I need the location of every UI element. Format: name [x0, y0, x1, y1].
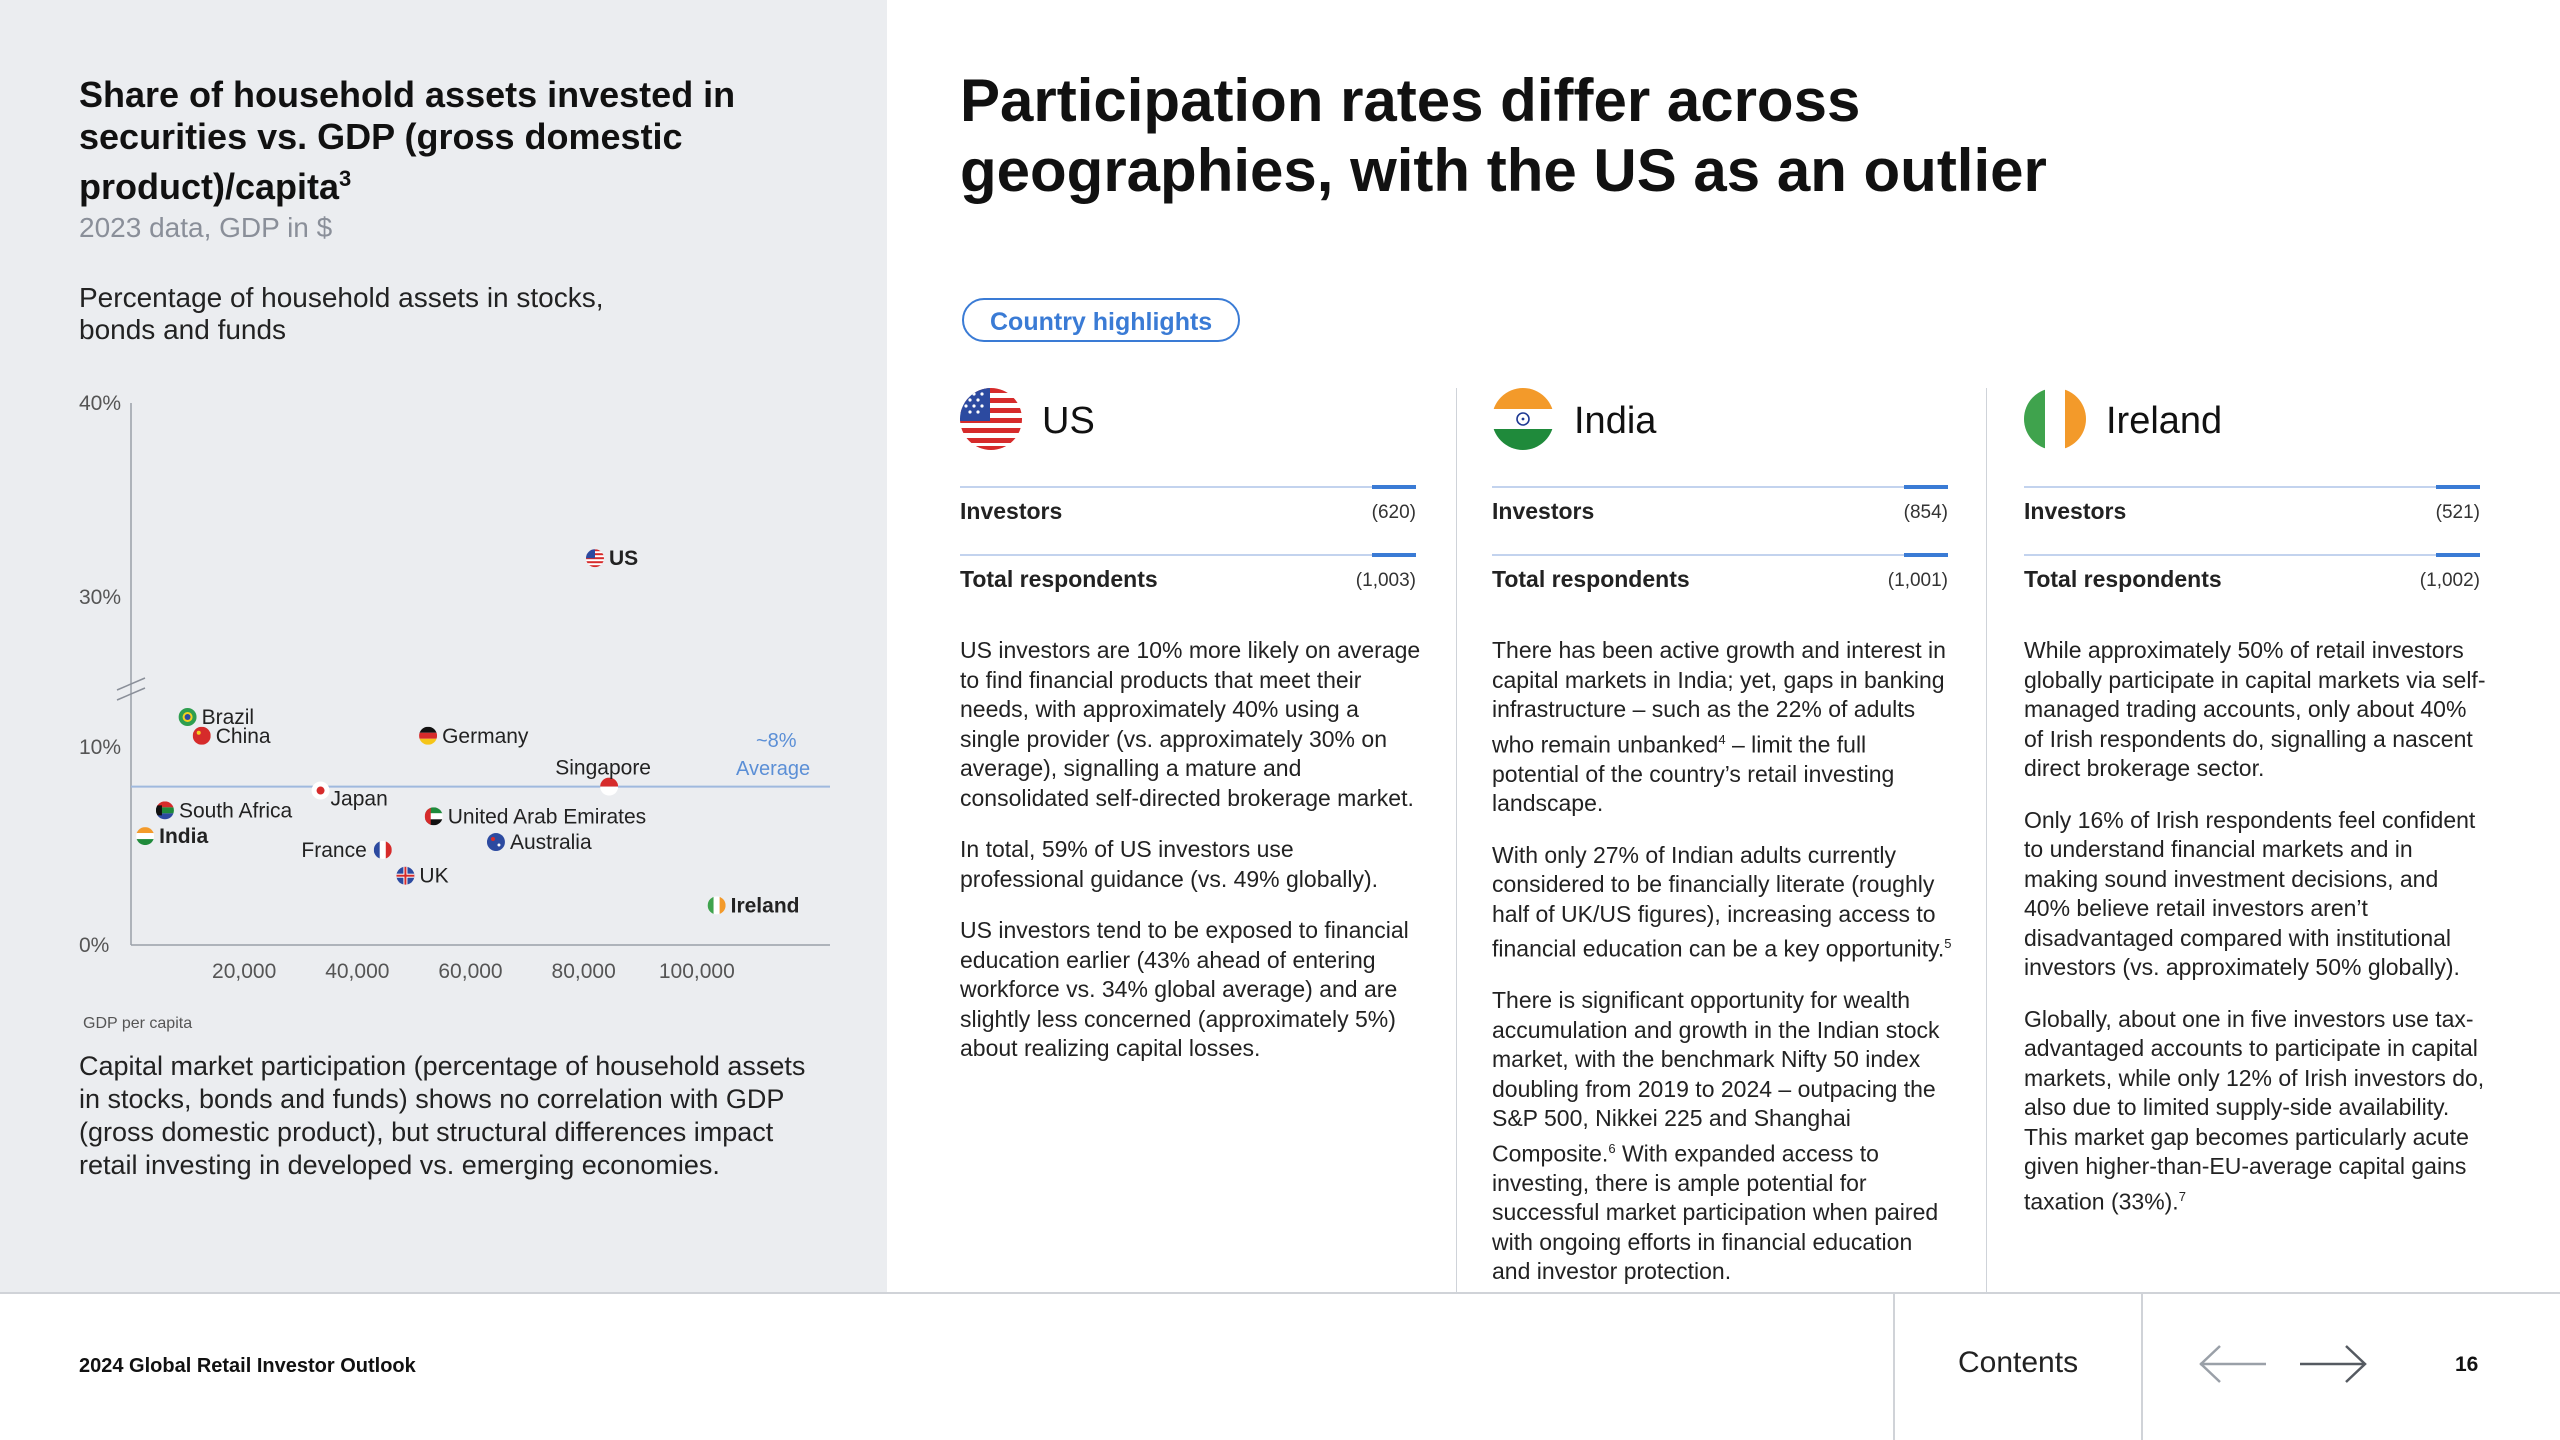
country-highlights-tag: Country highlights [962, 298, 1241, 342]
y-tick-label: 0% [79, 934, 109, 957]
uk-flag-icon [396, 866, 415, 885]
investors-label: Investors [1492, 498, 1595, 524]
page-title: Participation rates differ across geogra… [960, 67, 2047, 204]
investors-row: Investors (620) [960, 485, 1416, 554]
south-africa-flag-icon [155, 801, 174, 820]
investors-value: (521) [2435, 502, 2480, 523]
investors-value: (620) [1371, 502, 1416, 523]
investors-label: Investors [2024, 498, 2127, 524]
chart-caption: Capital market participation (percentage… [79, 1051, 806, 1180]
paragraph: US investors are 10% more likely on aver… [960, 637, 1421, 811]
respondents-row: Total respondents (1,003) [960, 553, 1416, 622]
germany-flag-icon [419, 726, 438, 745]
country-body: There has been active growth and interes… [1492, 636, 1954, 1309]
respondents-value: (1,003) [1355, 570, 1416, 591]
data-point-label: Singapore [555, 757, 651, 780]
investors-value: (854) [1903, 502, 1948, 523]
india-flag-icon [1492, 388, 1554, 450]
average-label: ~8% [756, 730, 797, 752]
respondents-label: Total respondents [960, 566, 1158, 592]
next-page-arrow-icon[interactable] [2298, 1342, 2368, 1386]
data-point-label: China [216, 725, 271, 748]
paragraph: There has been active growth and interes… [1492, 637, 1946, 817]
scatter-chart: 0% 10% 30% 40% 20,000 40,000 60,000 80,000 100,0… [79, 392, 830, 983]
country-body: While approximately 50% of retail invest… [2024, 636, 2486, 1239]
y-tick-label: 40% [79, 392, 121, 415]
y-axis-title: Percentage of household assets in stocks… [79, 282, 604, 345]
y-tick-label: 10% [79, 736, 121, 759]
page-number: 16 [2455, 1353, 2479, 1376]
respondents-row: Total respondents (1,001) [1492, 553, 1948, 622]
data-point-label: UK [419, 865, 448, 888]
investors-label: Investors [960, 498, 1063, 524]
country-name: India [1574, 400, 1657, 442]
ireland-flag-icon [707, 896, 726, 915]
data-point-label: Ireland [731, 894, 800, 917]
paragraph: There is significant opportunity for wea… [1492, 987, 1940, 1285]
paragraph: With only 27% of Indian adults currently… [1492, 841, 1952, 962]
data-point-label: US [609, 547, 638, 570]
y-tick-label: 30% [79, 586, 121, 609]
paragraph: Globally, about one in five investors us… [2024, 1005, 2485, 1215]
column-divider [1456, 388, 1457, 1292]
x-axis-title: GDP per capita [83, 1015, 193, 1032]
axis-break-mark [116, 677, 146, 691]
paragraph: Only 16% of Irish respondents feel confi… [2024, 806, 2476, 981]
data-point-label: Germany [442, 725, 529, 748]
data-point-label: Australia [510, 831, 592, 854]
data-point-label: Japan [331, 788, 388, 811]
previous-page-arrow-icon[interactable] [2198, 1342, 2268, 1386]
china-flag-icon [192, 726, 211, 745]
ireland-flag-icon [2024, 388, 2086, 450]
chart-subtitle: 2023 data, GDP in $ [79, 212, 333, 243]
x-tick-label: 40,000 [325, 960, 389, 983]
data-point-label: India [159, 825, 208, 848]
respondents-label: Total respondents [2024, 566, 2222, 592]
x-tick-label: 20,000 [212, 960, 276, 983]
axis-break-mark [116, 687, 146, 701]
country-body: US investors are 10% more likely on aver… [960, 636, 1422, 1086]
data-point-label: France [301, 839, 366, 862]
country-name: US [1042, 400, 1095, 442]
paragraph: In total, 59% of US investors use profes… [960, 836, 1379, 892]
report-title: 2024 Global Retail Investor Outlook [79, 1355, 416, 1377]
investors-row: Investors (521) [2024, 485, 2480, 554]
footer-divider-vertical [2141, 1294, 2143, 1440]
x-tick-label: 60,000 [438, 960, 502, 983]
respondents-value: (1,001) [1887, 570, 1948, 591]
japan-flag-icon [311, 781, 330, 800]
paragraph: While approximately 50% of retail invest… [2024, 637, 2486, 781]
france-flag-icon [373, 840, 392, 859]
australia-flag-icon [486, 833, 505, 852]
respondents-value: (1,002) [2419, 570, 2480, 591]
footer-divider [0, 1292, 2560, 1294]
uae-flag-icon [424, 807, 443, 826]
country-name: Ireland [2106, 400, 2223, 442]
x-tick-label: 100,000 [659, 960, 735, 983]
average-label: Average [736, 758, 810, 780]
data-point-label: Brazil [202, 706, 255, 729]
us-flag-icon [585, 549, 604, 568]
footer-divider-vertical [1893, 1294, 1895, 1440]
chart-title: Share of household assets invested in se… [79, 74, 736, 207]
paragraph: US investors tend to be exposed to finan… [960, 917, 1409, 1061]
x-tick-label: 80,000 [552, 960, 616, 983]
respondents-label: Total respondents [1492, 566, 1690, 592]
contents-link[interactable]: Contents [1958, 1346, 2079, 1379]
respondents-row: Total respondents (1,002) [2024, 553, 2480, 622]
data-point-label: United Arab Emirates [448, 805, 646, 828]
column-divider [1986, 388, 1987, 1292]
singapore-flag-icon [600, 777, 619, 796]
india-flag-icon [136, 827, 155, 846]
chart-panel [0, 0, 887, 1292]
us-flag-icon [960, 388, 1022, 450]
data-point-label: South Africa [179, 799, 293, 822]
investors-row: Investors (854) [1492, 485, 1948, 554]
brazil-flag-icon [178, 708, 197, 726]
